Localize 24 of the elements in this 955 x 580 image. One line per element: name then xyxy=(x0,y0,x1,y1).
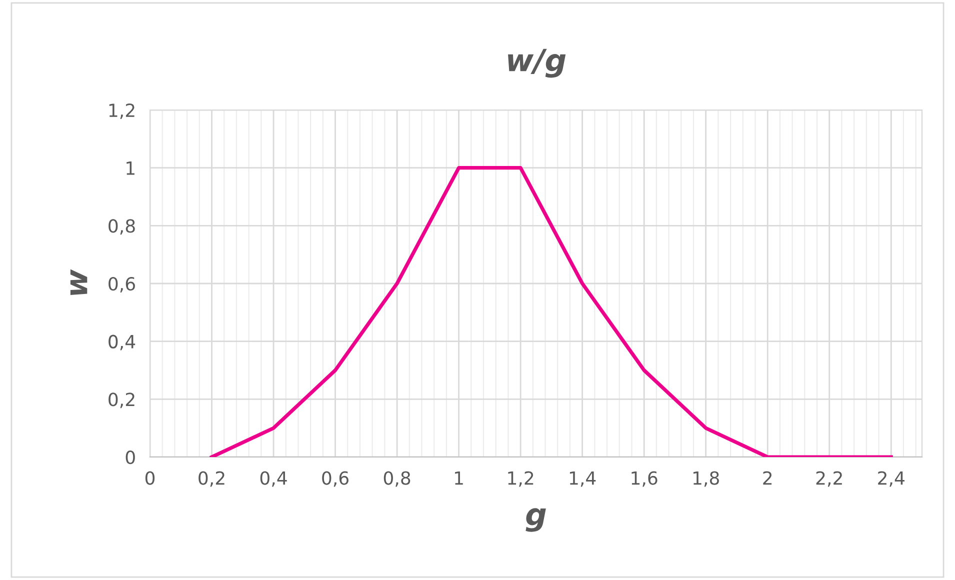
x-tick-label: 1,8 xyxy=(693,471,719,487)
x-tick-label: 1,4 xyxy=(570,471,596,487)
x-tick-label: 2,4 xyxy=(878,471,904,487)
y-tick-label: 0,6 xyxy=(108,276,135,292)
x-tick-label: 1 xyxy=(455,471,463,485)
y-tick-label: 0,8 xyxy=(108,219,135,235)
y-tick-label: 1,2 xyxy=(109,103,134,119)
y-tick-label: 1 xyxy=(126,162,134,175)
x-tick-label: 1,6 xyxy=(632,471,658,487)
y-tick-label: 0,4 xyxy=(108,334,136,350)
x-tick-label: 2 xyxy=(763,471,772,485)
line-series xyxy=(210,166,893,457)
x-axis-title: g xyxy=(526,508,546,532)
x-tick-label: 0,6 xyxy=(322,471,348,487)
y-tick-label: 0,2 xyxy=(108,392,134,408)
x-tick-label: 0 xyxy=(145,471,155,485)
y-tick-label: 0 xyxy=(126,450,135,464)
x-tick-label: 1,2 xyxy=(508,471,534,487)
x-tick-label: 0,4 xyxy=(260,471,287,487)
x-tick-label: 0,8 xyxy=(384,471,410,487)
chart-title: w/g xyxy=(508,48,566,78)
x-tick-label: 2,2 xyxy=(816,471,842,487)
y-axis-title: w xyxy=(70,269,88,295)
x-tick-label: 0,2 xyxy=(198,471,224,487)
